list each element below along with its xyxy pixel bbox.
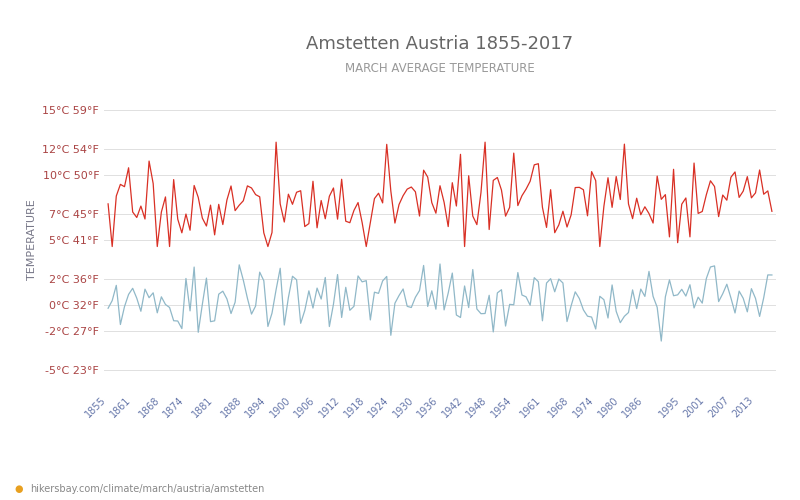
Text: MARCH AVERAGE TEMPERATURE: MARCH AVERAGE TEMPERATURE: [345, 62, 535, 76]
Text: hikersbay.com/climate/march/austria/amstetten: hikersbay.com/climate/march/austria/amst…: [30, 484, 265, 494]
Text: Amstetten Austria 1855-2017: Amstetten Austria 1855-2017: [306, 35, 574, 53]
Text: ●: ●: [14, 484, 23, 494]
Y-axis label: TEMPERATURE: TEMPERATURE: [26, 200, 37, 280]
